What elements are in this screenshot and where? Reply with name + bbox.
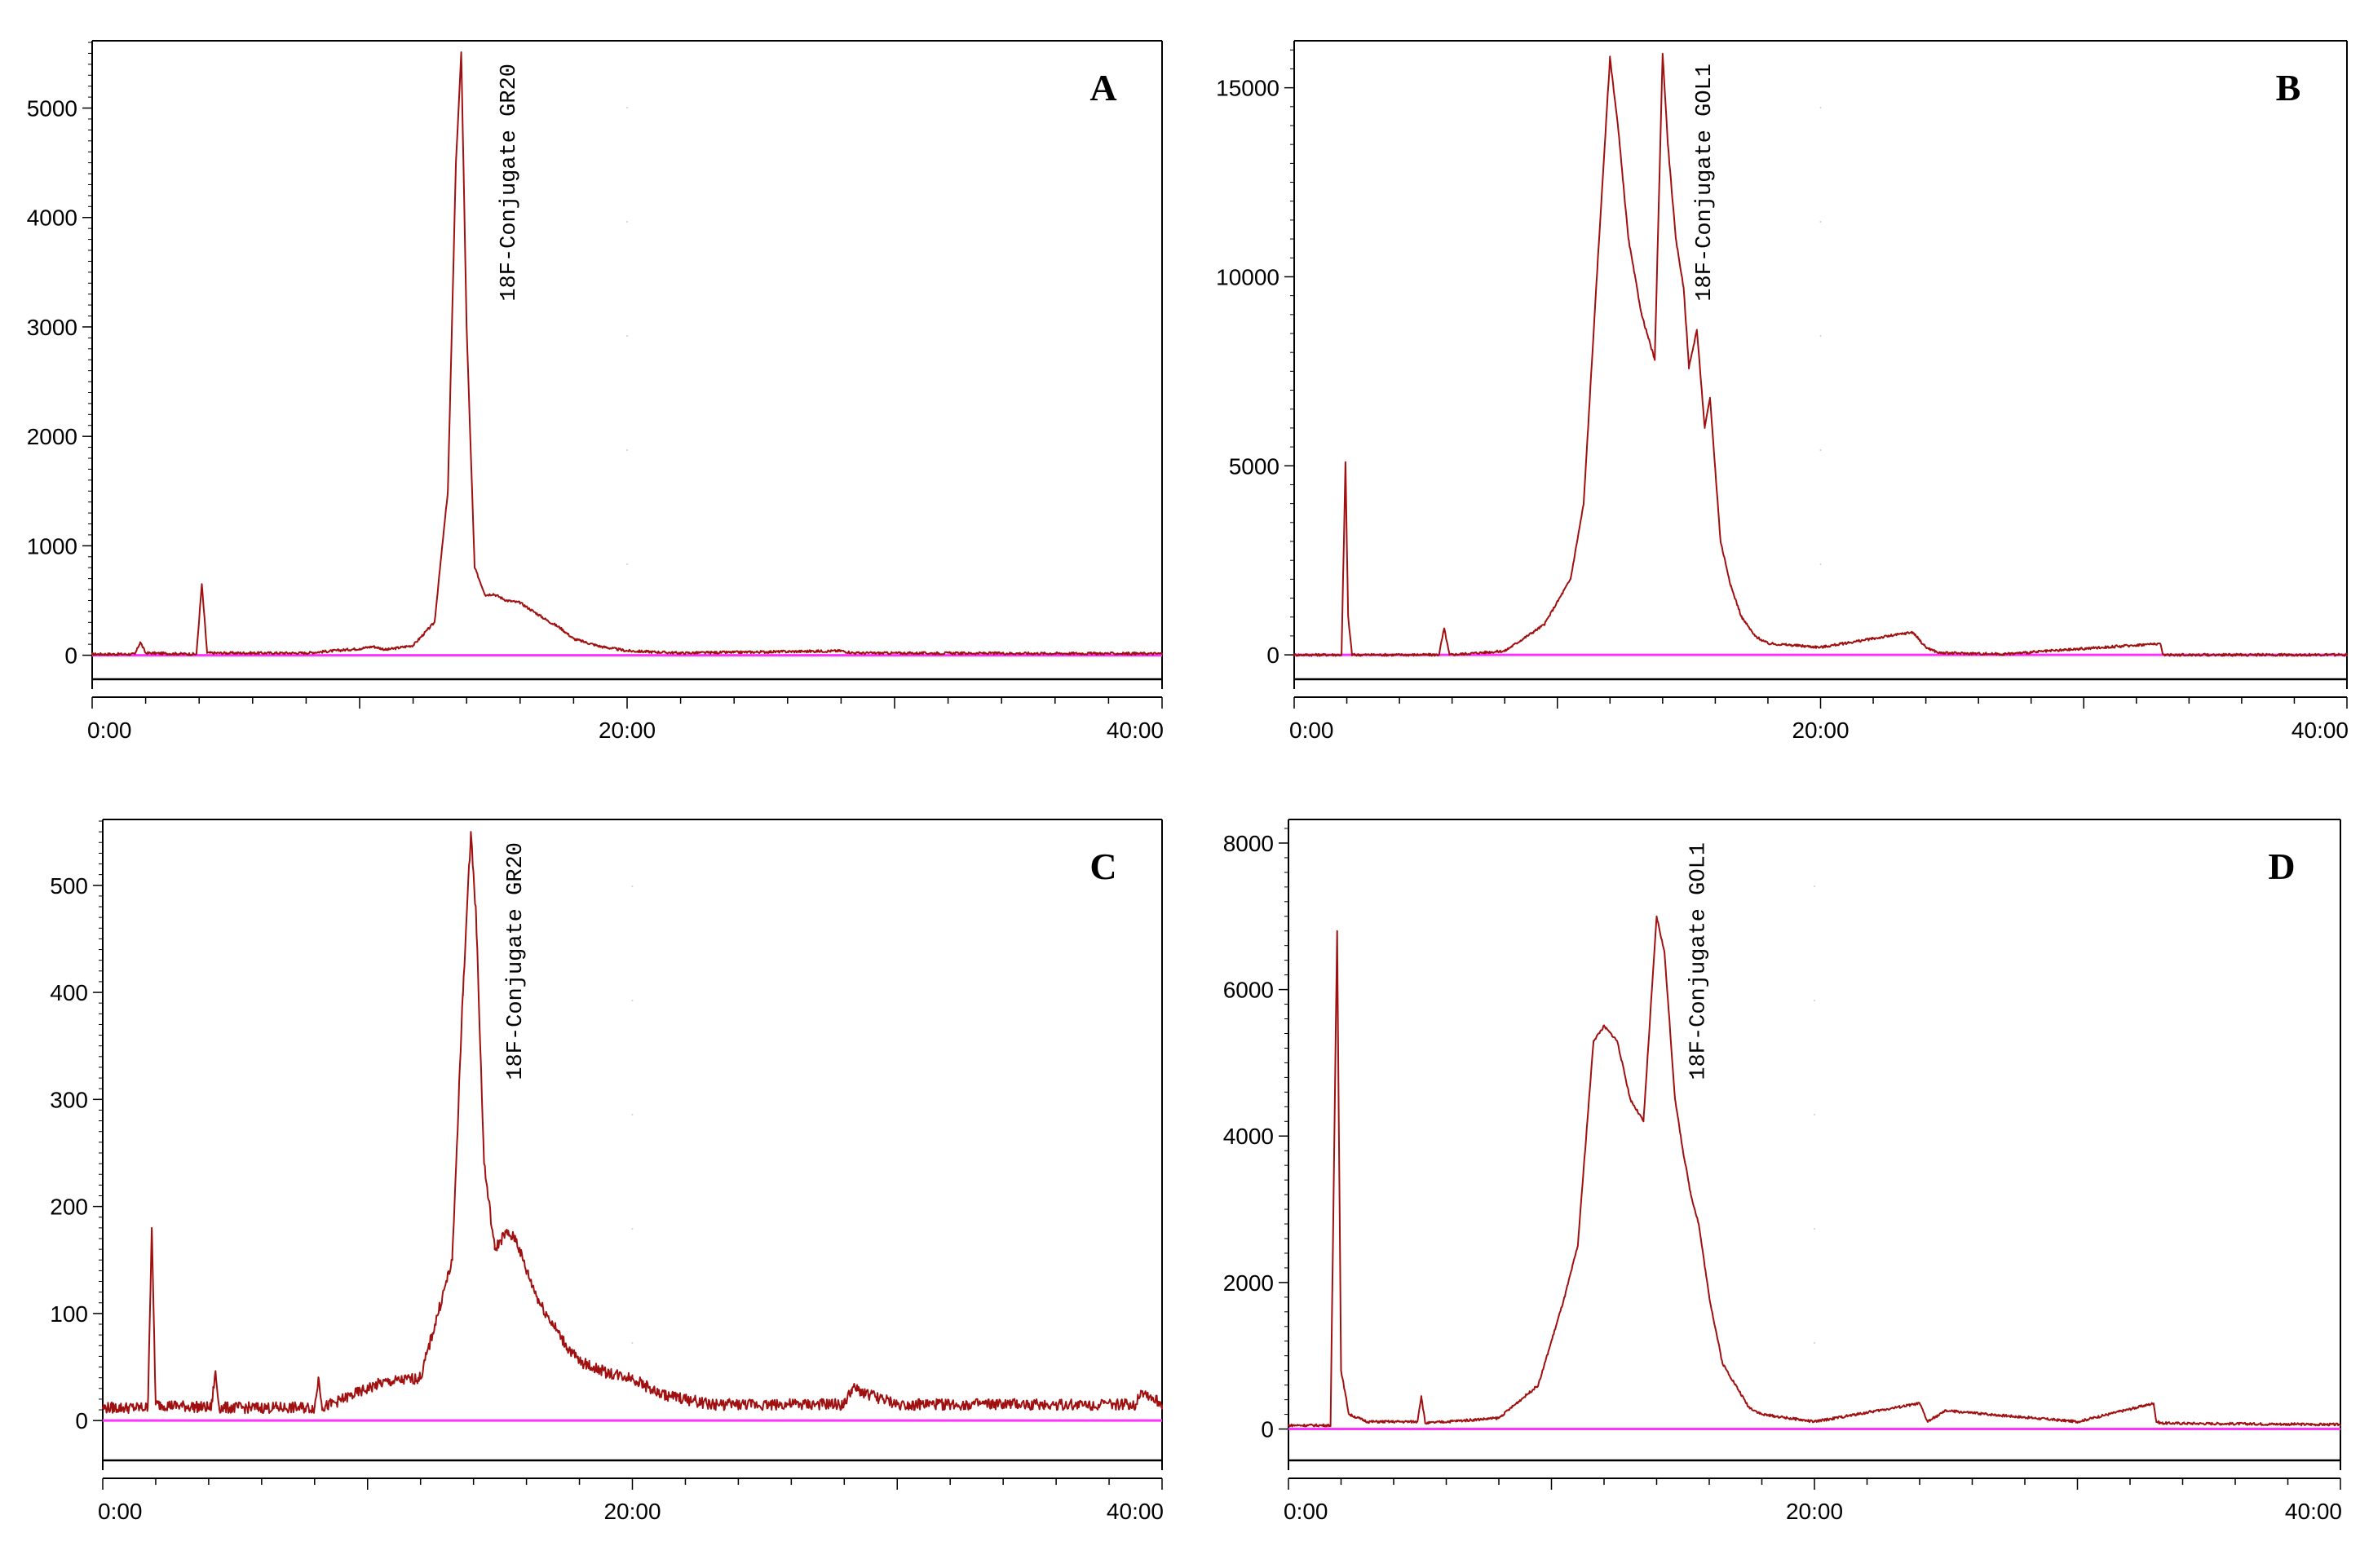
y-tick-label: 5000 xyxy=(27,96,77,121)
peak-annotation: 18F-Conjugate GR20 xyxy=(504,842,528,1080)
peak-annotation: 18F-Conjugate GOL1 xyxy=(1693,64,1717,302)
y-tick-label: 8000 xyxy=(1223,831,1274,856)
grid-dot xyxy=(626,335,628,337)
x-tick-label: 40:00 xyxy=(2291,718,2349,743)
series-line xyxy=(1293,52,2348,657)
panel-c: 0:00 20:00 40:00 0 100 200 300 400 500 18F-Conjug… xyxy=(50,819,1164,1524)
series-line xyxy=(1288,915,2341,1428)
y-tick-label: 2000 xyxy=(1223,1270,1274,1296)
x-tick-label: 0:00 xyxy=(1284,1499,1328,1524)
grid-dot xyxy=(1819,449,1822,451)
grid-dot xyxy=(1819,107,1822,108)
y-tick-label: 6000 xyxy=(1223,978,1274,1003)
grid-dot xyxy=(1819,335,1822,337)
x-tick-label: 0:00 xyxy=(1289,718,1334,743)
grid-dot xyxy=(631,886,634,887)
grid-dot xyxy=(1819,563,1822,565)
grid-dot xyxy=(1814,886,1815,887)
y-tick-label: 0 xyxy=(1261,1417,1274,1442)
y-tick-label: 1000 xyxy=(27,533,77,559)
y-tick-label: 400 xyxy=(50,980,88,1005)
x-tick-label: 20:00 xyxy=(603,1499,661,1524)
x-tick-label: 20:00 xyxy=(1786,1499,1843,1524)
grid-dot xyxy=(1814,1000,1815,1001)
peak-annotation: 18F-Conjugate GOL1 xyxy=(1687,842,1712,1080)
y-tick-label: 0 xyxy=(1266,643,1279,668)
y-tick-label: 3000 xyxy=(27,315,77,340)
series-line xyxy=(102,831,1163,1415)
x-tick-label: 0:00 xyxy=(98,1499,143,1524)
grid-dot xyxy=(626,449,628,451)
series-line xyxy=(91,51,1163,656)
y-tick-label: 5000 xyxy=(1229,453,1279,479)
grid-dot xyxy=(1814,1114,1815,1115)
y-tick-label: 500 xyxy=(50,873,88,899)
grid-dot xyxy=(1814,1228,1815,1230)
y-tick-label: 4000 xyxy=(27,205,77,231)
x-tick-label: 20:00 xyxy=(599,718,656,743)
y-tick-label: 2000 xyxy=(27,424,77,449)
grid-dot xyxy=(1819,221,1822,223)
x-tick-label: 40:00 xyxy=(1107,718,1164,743)
x-tick-label: 20:00 xyxy=(1792,718,1849,743)
grid-dot xyxy=(631,1342,634,1344)
panel-a: 0:00 20:00 40:00 0 1000 2000 3000 4000 5000 18F-C… xyxy=(27,40,1164,743)
y-tick-label: 15000 xyxy=(1216,76,1279,101)
panel-label: C xyxy=(1089,846,1116,887)
grid-dot xyxy=(631,1114,634,1115)
x-tick-label: 0:00 xyxy=(87,718,132,743)
y-tick-label: 0 xyxy=(75,1408,88,1433)
y-tick-label: 10000 xyxy=(1216,264,1279,289)
y-tick-label: 4000 xyxy=(1223,1124,1274,1149)
panel-b: 0:00 20:00 40:00 0 5000 10000 15000 18F-Conjuga… xyxy=(1216,40,2349,743)
grid-dot xyxy=(626,563,628,565)
x-tick-label: 40:00 xyxy=(1107,1499,1164,1524)
grid-dot xyxy=(626,107,628,108)
y-tick-label: 100 xyxy=(50,1301,88,1327)
panel-label: B xyxy=(2276,67,2301,108)
x-tick-label: 40:00 xyxy=(2285,1499,2342,1524)
panel-label: A xyxy=(1089,67,1116,108)
panel-d: 0:00 20:00 40:00 0 2000 4000 6000 8000 18F-Conju… xyxy=(1223,819,2342,1524)
grid-dot xyxy=(631,1228,634,1230)
peak-annotation: 18F-Conjugate GR20 xyxy=(497,64,522,302)
grid-dot xyxy=(1814,1342,1815,1344)
panel-label: D xyxy=(2268,846,2295,887)
y-tick-label: 300 xyxy=(50,1087,88,1112)
y-tick-label: 0 xyxy=(64,643,77,669)
grid-dot xyxy=(626,221,628,223)
y-tick-label: 200 xyxy=(50,1195,88,1220)
grid-dot xyxy=(631,1000,634,1001)
